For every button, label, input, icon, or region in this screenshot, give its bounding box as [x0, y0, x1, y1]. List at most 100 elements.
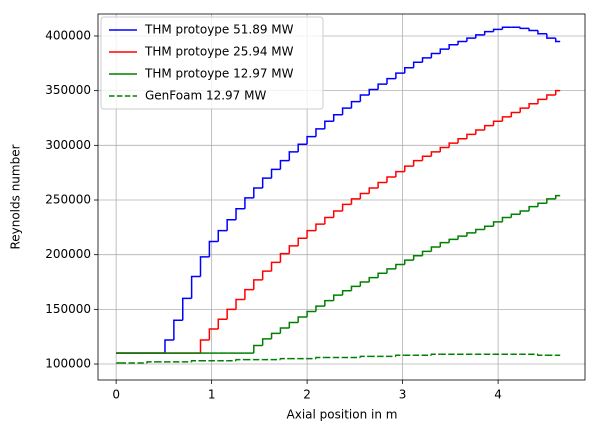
- series-line: [116, 26, 561, 354]
- step-segment: [448, 43, 459, 50]
- x-tick-label: 2: [303, 388, 311, 402]
- y-axis-label: Reynolds number: [9, 144, 23, 249]
- step-segment: [430, 246, 441, 252]
- step-segment: [386, 176, 396, 183]
- step-segment: [288, 321, 299, 328]
- step-segment: [270, 261, 281, 272]
- step-segment: [368, 88, 379, 96]
- step-segment: [199, 339, 210, 354]
- step-segment: [448, 142, 459, 148]
- step-segment: [537, 354, 547, 357]
- step-segment: [457, 235, 467, 240]
- step-segment: [315, 305, 325, 312]
- step-segment: [359, 94, 370, 102]
- step-segment: [492, 120, 503, 126]
- step-segment: [208, 240, 219, 257]
- step-segment: [457, 138, 467, 144]
- y-tick-label: 300000: [45, 138, 91, 152]
- step-segment: [404, 66, 414, 74]
- step-segment: [332, 210, 343, 218]
- step-segment: [324, 216, 334, 225]
- step-segment: [270, 332, 281, 339]
- step-segment: [483, 124, 494, 131]
- y-tick-label: 200000: [45, 247, 91, 261]
- step-segment: [368, 187, 379, 194]
- step-segment: [253, 187, 263, 198]
- step-segment: [377, 272, 388, 278]
- step-segment: [466, 37, 476, 42]
- step-segment: [466, 133, 476, 139]
- step-segment: [306, 310, 316, 318]
- step-segment: [377, 83, 388, 90]
- step-segment: [386, 268, 396, 274]
- step-segment: [519, 210, 530, 215]
- step-segment: [395, 263, 405, 269]
- step-segment: [253, 344, 263, 354]
- step-segment: [244, 288, 254, 300]
- step-segment: [279, 252, 290, 263]
- step-segment: [519, 27, 530, 30]
- step-segment: [475, 34, 485, 39]
- step-segment: [501, 116, 512, 122]
- step-segment: [181, 297, 192, 321]
- step-segment: [395, 170, 405, 178]
- step-segment: [492, 221, 503, 227]
- step-segment: [324, 120, 334, 129]
- legend-box: [100, 16, 324, 110]
- step-segment: [288, 151, 299, 161]
- step-segment: [315, 356, 325, 359]
- step-segment: [208, 328, 219, 340]
- y-tick-label: 150000: [45, 302, 91, 316]
- step-segment: [430, 151, 441, 157]
- y-tick-label: 350000: [45, 83, 91, 97]
- step-segment: [546, 94, 556, 100]
- step-segment: [315, 223, 325, 231]
- step-segment: [217, 229, 228, 242]
- step-segment: [350, 100, 361, 109]
- step-segment: [350, 285, 361, 291]
- series-line: [116, 353, 561, 364]
- step-segment: [519, 107, 530, 113]
- step-segment: [244, 197, 254, 209]
- step-segment: [412, 159, 423, 167]
- step-segment: [501, 26, 512, 30]
- step-segment: [439, 48, 450, 54]
- x-tick-label: 4: [494, 388, 502, 402]
- step-segment: [510, 111, 521, 117]
- y-tick-label: 400000: [45, 28, 91, 42]
- step-segment: [537, 98, 547, 104]
- legend-label: GenFoam 12.97 MW: [145, 89, 266, 103]
- axes-frame: [97, 13, 586, 381]
- step-segment: [457, 40, 467, 45]
- step-segment: [235, 358, 245, 361]
- step-segment: [412, 61, 423, 68]
- step-segment: [341, 203, 352, 211]
- step-segment: [279, 159, 290, 170]
- legend-label: THM protoype 51.89 MW: [144, 23, 294, 37]
- step-segment: [190, 275, 201, 299]
- step-segment: [297, 143, 308, 152]
- y-tick-label: 250000: [45, 193, 91, 207]
- step-segment: [368, 276, 379, 283]
- step-segment: [395, 354, 405, 357]
- step-segment: [528, 28, 538, 32]
- step-segment: [421, 57, 432, 63]
- x-tick-label: 1: [208, 388, 216, 402]
- step-segment: [501, 216, 512, 222]
- step-segment: [386, 77, 396, 85]
- step-segment: [359, 192, 370, 199]
- step-segment: [554, 89, 561, 96]
- step-segment: [528, 205, 538, 211]
- step-segment: [270, 168, 281, 179]
- step-segment: [146, 361, 157, 363]
- step-segment: [448, 238, 459, 243]
- step-segment: [466, 232, 476, 237]
- step-segment: [483, 225, 494, 230]
- step-segment: [190, 360, 201, 362]
- step-segment: [554, 194, 561, 199]
- step-segment: [421, 250, 432, 256]
- step-segment: [332, 294, 343, 301]
- step-segment: [537, 202, 547, 207]
- x-axis-label: Axial position in m: [287, 408, 398, 422]
- step-segment: [412, 255, 423, 261]
